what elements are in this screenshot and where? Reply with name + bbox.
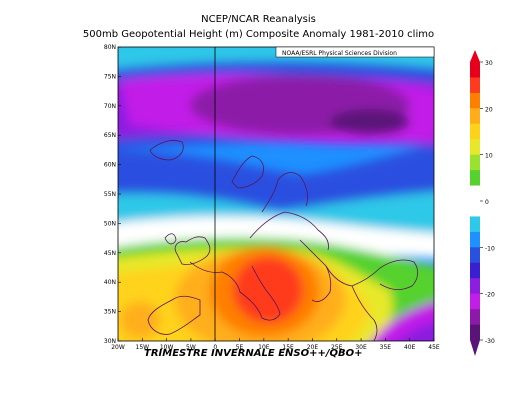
colorbar-label: 0 (485, 199, 489, 206)
colorbar-segment (470, 139, 480, 155)
title-line-2: 500mb Geopotential Height (m) Composite … (82, 29, 435, 40)
anomaly-field (118, 47, 434, 341)
lat-label: 30N (104, 338, 116, 345)
colorbar-segment (470, 77, 480, 94)
lat-label: 50N (104, 220, 116, 227)
colorbar-segment (470, 185, 480, 202)
lon-label: 20E (307, 344, 319, 351)
lon-label: 15E (282, 344, 294, 351)
colorbar-segment (470, 293, 480, 310)
longitude-labels: 20W 15W 10W 5W 0 5E 10E 15E 20E 25E 30E 35E 40E 45E (111, 338, 440, 351)
lon-label: 5E (236, 344, 244, 351)
colorbar-label: 10 (485, 153, 493, 160)
colorbar-segment (470, 92, 480, 109)
colorbar-segment (470, 231, 480, 248)
lon-label: 10E (258, 344, 270, 351)
lat-label: 80N (104, 44, 116, 51)
lon-label: 0 (213, 344, 217, 351)
colorbar-segment (470, 309, 480, 325)
colorbar-label: -10 (485, 245, 495, 252)
lon-label: 20W (111, 344, 125, 351)
colorbar-label: 30 (485, 60, 493, 67)
lon-label: 25E (331, 344, 343, 351)
lat-label: 55N (104, 191, 116, 198)
latitude-labels: 80N 75N 70N 65N 60N 55N 50N 45N 40N 35N 30N (104, 44, 121, 345)
lat-label: 65N (104, 132, 116, 139)
coastlines (147, 140, 418, 341)
lon-label: 5W (186, 344, 196, 351)
lat-label: 40N (104, 279, 116, 286)
colorbar-label: 20 (485, 106, 493, 113)
lon-label: 40E (404, 344, 416, 351)
colorbar (470, 50, 480, 356)
lat-label: 60N (104, 162, 116, 169)
colorbar-segment (470, 262, 480, 279)
lon-label: 10W (160, 344, 174, 351)
colorbar-segment (470, 154, 480, 171)
colorbar-segment (470, 278, 480, 294)
lon-label: 45E (428, 344, 440, 351)
colorbar-segment (470, 62, 480, 78)
colorbar-top-arrow (470, 50, 480, 62)
lat-label: 35N (104, 309, 116, 316)
title-line-1: NCEP/NCAR Reanalysis (201, 14, 316, 25)
colorbar-segment (470, 201, 480, 217)
colorbar-bottom-arrow (470, 340, 480, 356)
credit-text: NOAA/ESRL Physical Sciences Division (282, 50, 397, 57)
colorbar-segment (470, 170, 480, 186)
colorbar-label: -20 (485, 292, 495, 299)
lon-label: 15W (136, 344, 150, 351)
lon-label: 30E (355, 344, 367, 351)
colorbar-segment (470, 247, 480, 264)
colorbar-segment (470, 216, 480, 233)
lat-label: 70N (104, 103, 116, 110)
colorbar-label: -30 (485, 338, 495, 345)
lat-label: 75N (104, 73, 116, 80)
lat-label: 45N (104, 250, 116, 257)
colorbar-labels: 30 20 10 0 -10 -20 -30 (480, 60, 495, 345)
caption: TRIMESTRE INVERNALE ENSO++/QBO+ (144, 348, 363, 359)
colorbar-segment (470, 324, 480, 341)
colorbar-segment (470, 108, 480, 125)
colorbar-segment (470, 123, 480, 140)
credit-box (275, 46, 435, 58)
lon-label: 35E (380, 344, 392, 351)
